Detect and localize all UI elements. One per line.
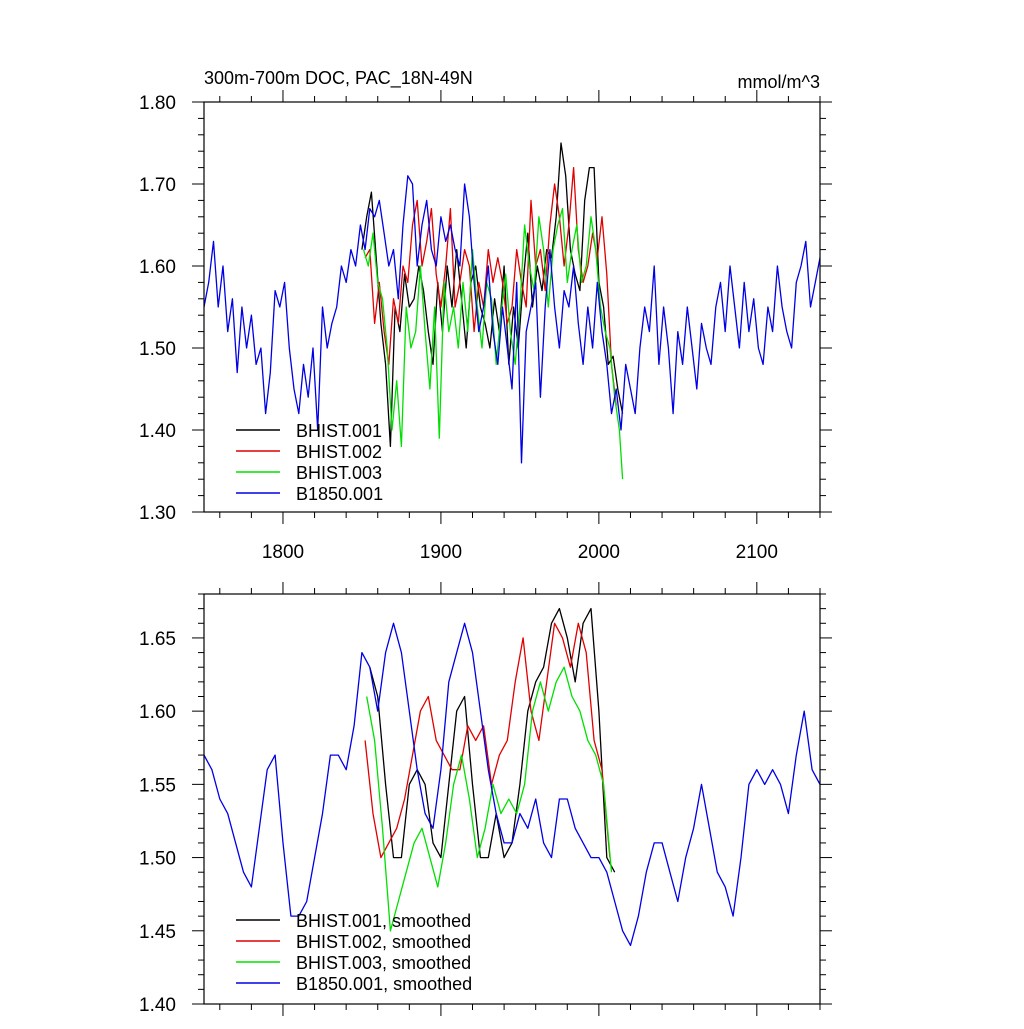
series-line-bhist-003-smoothed (366, 666, 613, 932)
x-tick-label: 2000 (578, 542, 620, 563)
legend-label: BHIST.002 (296, 442, 382, 462)
y-tick-label: 1.65 (139, 629, 176, 650)
legend-label: BHIST.001 (296, 421, 382, 441)
series-line-b1850-001 (204, 175, 820, 464)
y-tick-label: 1.40 (139, 421, 176, 442)
y-tick-label: 1.60 (139, 702, 176, 723)
chart-title: 300m-700m DOC, PAC_18N-49N (204, 68, 473, 89)
y-tick-label: 1.55 (139, 775, 176, 796)
x-tick-label: 2100 (736, 542, 778, 563)
series-line-bhist-002-smoothed (364, 622, 611, 859)
legend-label: B1850.001 (296, 484, 383, 504)
x-tick-label: 1900 (420, 542, 462, 563)
y-tick-label: 1.50 (139, 339, 176, 360)
legend-label: BHIST.003, smoothed (296, 953, 471, 973)
y-tick-label: 1.45 (139, 922, 176, 943)
x-tick-label: 1800 (262, 542, 304, 563)
series-line-b1850-001-smoothed (204, 622, 820, 947)
top-panel: 300m-700m DOC, PAC_18N-49N mmol/m^3 1.30… (139, 68, 832, 563)
series-line-bhist-001-smoothed (369, 607, 616, 873)
bottom-panel: 1.40 1.45 1.50 1.55 1.60 1.65 BHIST.001, smoot… (139, 582, 832, 1016)
y-tick-label: 1.30 (139, 503, 176, 524)
legend-label: BHIST.001, smoothed (296, 911, 471, 931)
legend-label: B1850.001, smoothed (296, 974, 472, 994)
y-tick-label: 1.80 (139, 93, 176, 114)
series-line-bhist-002 (364, 166, 617, 406)
legend-label: BHIST.003 (296, 463, 382, 483)
legend-label: BHIST.002, smoothed (296, 932, 471, 952)
units-label: mmol/m^3 (738, 72, 820, 92)
y-tick-label: 1.40 (139, 995, 176, 1016)
y-tick-label: 1.60 (139, 257, 176, 278)
series-line-bhist-003 (362, 207, 624, 480)
y-tick-label: 1.50 (139, 849, 176, 870)
y-tick-label: 1.70 (139, 175, 176, 196)
plot-frame (203, 101, 821, 513)
